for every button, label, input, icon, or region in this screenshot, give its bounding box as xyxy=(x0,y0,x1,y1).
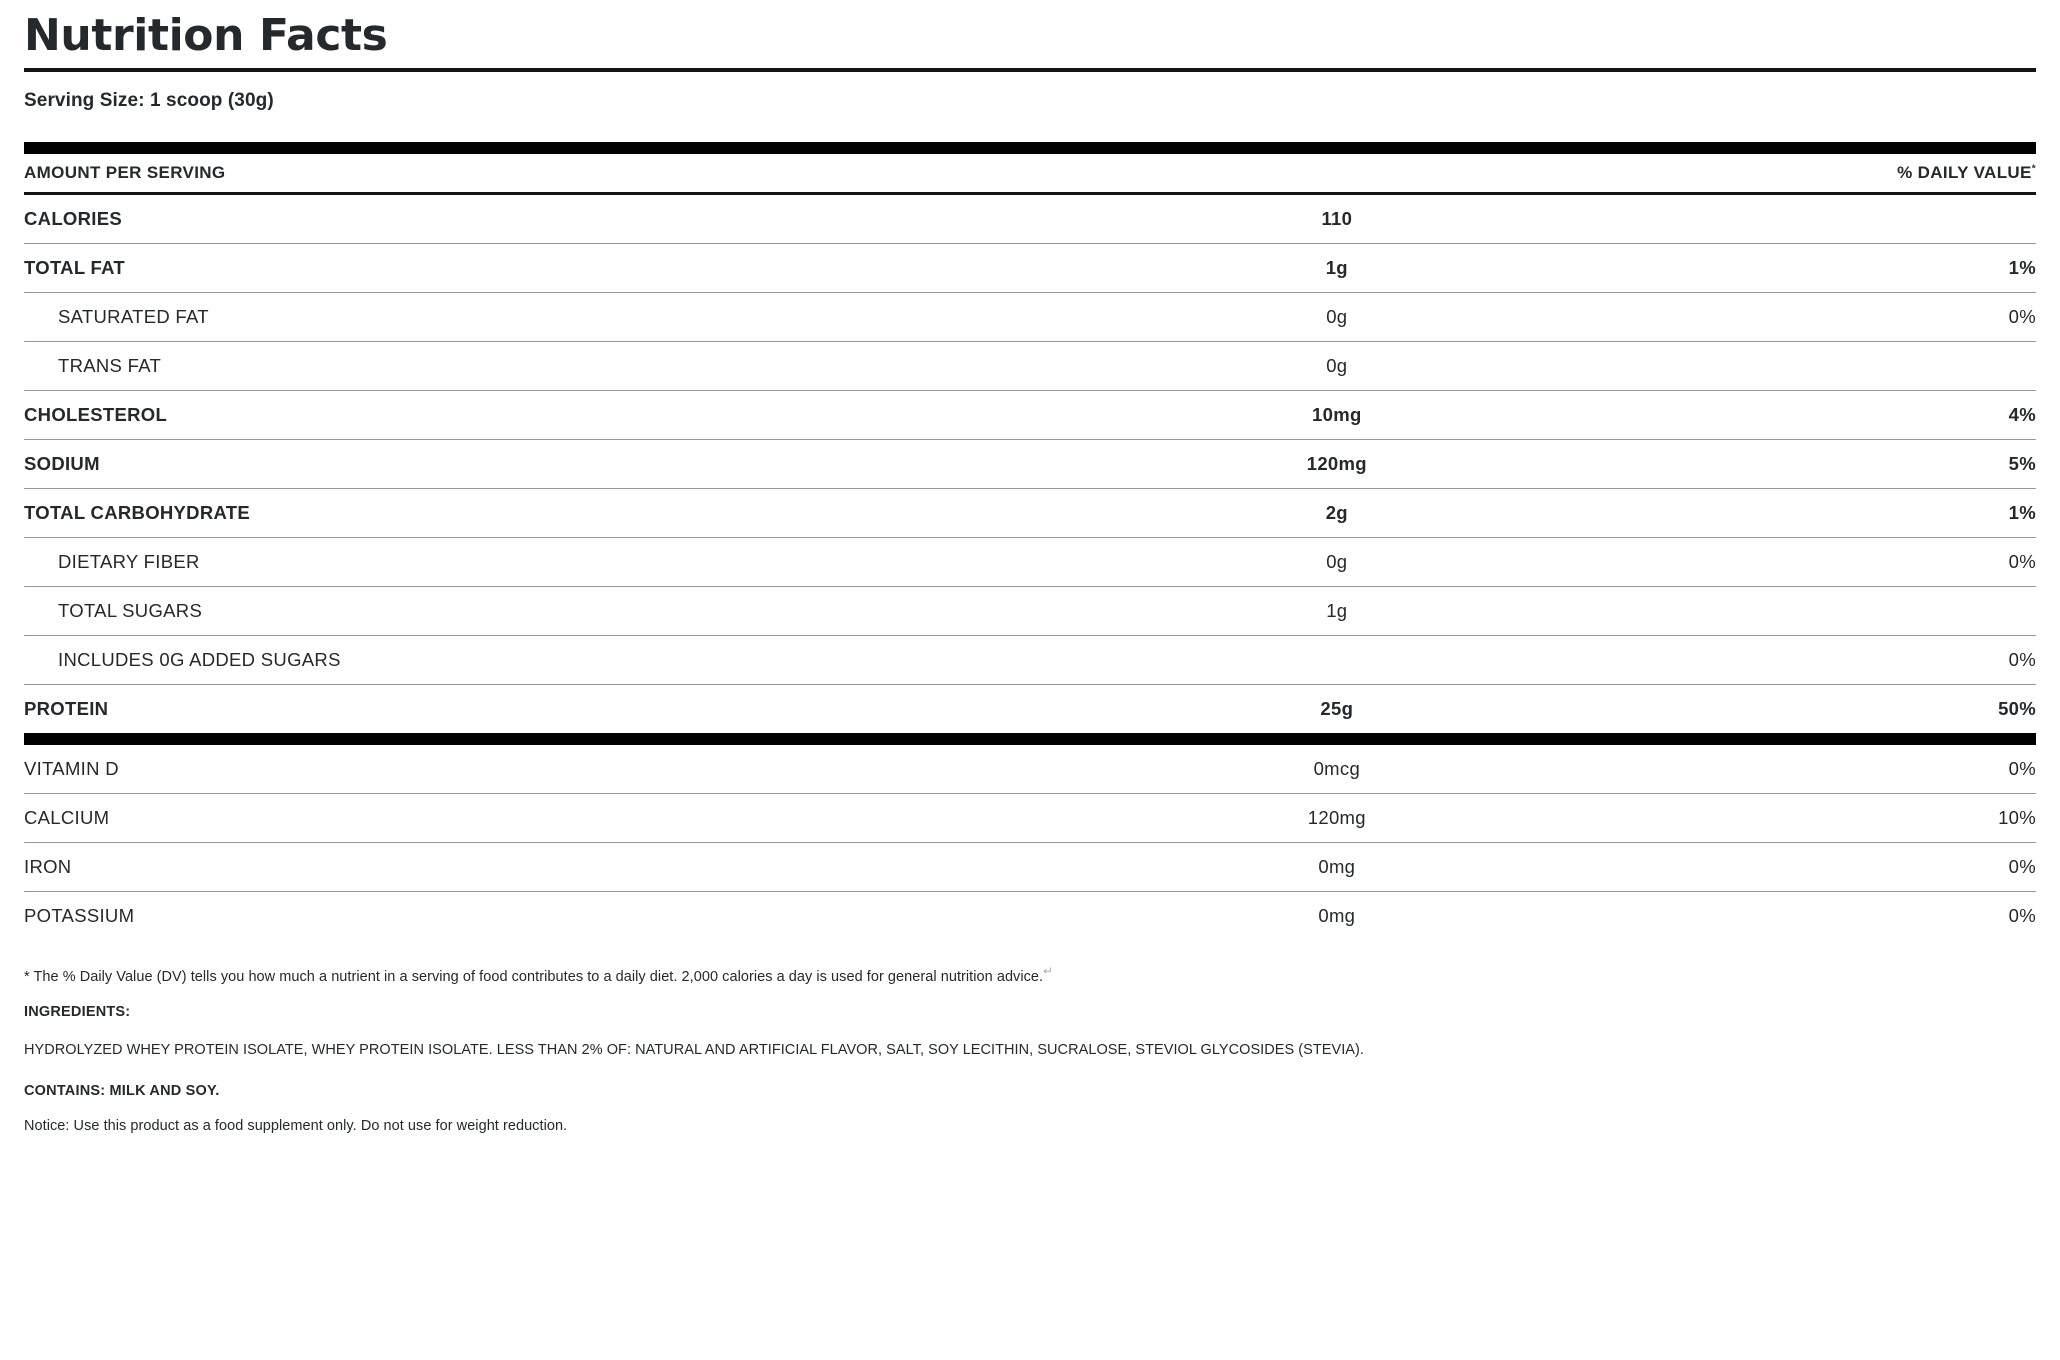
header-daily-value: % DAILY VALUE* xyxy=(1654,154,2036,192)
nutrient-daily-value: 0% xyxy=(1653,537,2036,587)
table-header-row: AMOUNT PER SERVING % DAILY VALUE* xyxy=(24,154,2036,192)
nutrient-daily-value xyxy=(1653,341,2036,391)
header-underline xyxy=(24,191,2036,195)
header-daily-value-label: % DAILY VALUE xyxy=(1897,162,2032,182)
table-row: INCLUDES 0G ADDED SUGARS 0% xyxy=(24,635,2036,685)
heavy-black-divider xyxy=(24,141,2036,154)
table-row: TRANS FAT 0g xyxy=(24,341,2036,391)
nutrient-name: SATURATED FAT xyxy=(24,292,1020,342)
protein-divider xyxy=(24,732,2036,745)
nutrient-daily-value xyxy=(1653,586,2036,636)
title-divider xyxy=(24,67,2036,72)
page-title: Nutrition Facts xyxy=(24,10,388,61)
micronutrient-daily-value: 0% xyxy=(1653,744,2036,794)
daily-value-asterisk: * xyxy=(2031,163,2036,175)
table-row: PROTEIN 25g 50% xyxy=(24,684,2036,733)
nutrient-name: INCLUDES 0G ADDED SUGARS xyxy=(24,635,1020,685)
nutrient-amount: 25g xyxy=(1320,697,1354,719)
nutrient-daily-value: 1% xyxy=(1653,488,2036,538)
micronutrient-amount: 0mcg xyxy=(1019,744,1654,794)
nutrient-daily-value: 4% xyxy=(1653,390,2036,440)
header-spacer xyxy=(1020,154,1654,192)
table-row: CALORIES 110 xyxy=(24,194,2036,244)
nutrient-daily-value: 5% xyxy=(1653,439,2036,489)
table-row: TOTAL CARBOHYDRATE 2g 1% xyxy=(24,488,2036,538)
nutrient-name: CHOLESTEROL xyxy=(24,390,1020,440)
nutrient-amount: 10mg xyxy=(1019,390,1654,440)
micronutrient-name: CALCIUM xyxy=(24,793,1020,843)
table-row: CHOLESTEROL 10mg 4% xyxy=(24,390,2036,440)
ingredients-heading: INGREDIENTS: xyxy=(24,1004,131,1021)
table-row: IRON 0mg 0% xyxy=(24,842,2036,892)
nutrient-name: TOTAL SUGARS xyxy=(24,586,1020,636)
micronutrient-name: IRON xyxy=(24,842,1020,892)
nutrient-amount: 0g xyxy=(1019,537,1654,587)
table-row: DIETARY FIBER 0g 0% xyxy=(24,537,2036,587)
product-notice: Notice: Use this product as a food suppl… xyxy=(24,1118,568,1135)
return-symbol-icon: ↵ xyxy=(1043,963,1054,978)
nutrition-facts-label: Nutrition Facts Serving Size: 1 scoop (3… xyxy=(24,0,2036,1135)
nutrient-name: PROTEIN xyxy=(24,697,109,719)
table-row: SATURATED FAT 0g 0% xyxy=(24,292,2036,342)
nutrient-name: TRANS FAT xyxy=(24,341,1020,391)
nutrient-name: SODIUM xyxy=(24,439,1020,489)
nutrient-daily-value: 0% xyxy=(1653,292,2036,342)
nutrient-daily-value xyxy=(1653,194,2036,244)
nutrient-amount xyxy=(1019,635,1654,685)
nutrient-amount: 1g xyxy=(1019,243,1654,293)
table-row: TOTAL SUGARS 1g xyxy=(24,586,2036,636)
nutrient-name: TOTAL FAT xyxy=(24,243,1020,293)
micronutrient-amount: 0mg xyxy=(1019,842,1654,892)
nutrient-name: CALORIES xyxy=(24,194,1020,244)
daily-value-footnote: * The % Daily Value (DV) tells you how m… xyxy=(24,940,2036,989)
table-row: SODIUM 120mg 5% xyxy=(24,439,2036,489)
nutrient-name: TOTAL CARBOHYDRATE xyxy=(24,488,1020,538)
table-row: POTASSIUM 0mg 0% xyxy=(24,891,2036,940)
nutrient-name: DIETARY FIBER xyxy=(24,537,1020,587)
nutrient-amount: 1g xyxy=(1019,586,1654,636)
header-amount-per-serving: AMOUNT PER SERVING xyxy=(24,162,226,182)
serving-size-text: Serving Size: 1 scoop (30g) xyxy=(24,89,274,111)
micronutrient-amount: 0mg xyxy=(1318,904,1356,926)
nutrition-main-rows: CALORIES 110 TOTAL FAT 1g 1% SATURATED FAT 0g 0… xyxy=(24,194,2036,733)
micronutrient-name: VITAMIN D xyxy=(24,744,1020,794)
nutrient-amount: 2g xyxy=(1019,488,1654,538)
nutrient-daily-value: 1% xyxy=(1653,243,2036,293)
table-row: CALCIUM 120mg 10% xyxy=(24,793,2036,843)
table-row: VITAMIN D 0mcg 0% xyxy=(24,744,2036,794)
nutrient-amount: 0g xyxy=(1019,341,1654,391)
table-row: TOTAL FAT 1g 1% xyxy=(24,243,2036,293)
micronutrient-amount: 120mg xyxy=(1019,793,1654,843)
ingredients-body: HYDROLYZED WHEY PROTEIN ISOLATE, WHEY PR… xyxy=(24,1042,1364,1059)
nutrient-amount: 110 xyxy=(1019,194,1654,244)
micronutrient-rows: VITAMIN D 0mcg 0% CALCIUM 120mg 10% IRON 0mg 0% P… xyxy=(24,744,2036,940)
nutrient-daily-value: 50% xyxy=(1998,697,2036,719)
micronutrient-daily-value: 0% xyxy=(1653,842,2036,892)
nutrition-table: AMOUNT PER SERVING % DAILY VALUE* xyxy=(24,154,2036,192)
contains-allergens: CONTAINS: MILK AND SOY. xyxy=(24,1083,220,1100)
micronutrient-name: POTASSIUM xyxy=(24,904,135,926)
micronutrient-daily-value: 10% xyxy=(1653,793,2036,843)
spacer xyxy=(24,116,2036,142)
nutrient-amount: 0g xyxy=(1019,292,1654,342)
nutrient-daily-value: 0% xyxy=(1653,635,2036,685)
title-block: Nutrition Facts xyxy=(24,0,2036,68)
micronutrient-daily-value: 0% xyxy=(2008,904,2036,926)
daily-value-footnote-text: * The % Daily Value (DV) tells you how m… xyxy=(24,968,1044,985)
nutrient-amount: 120mg xyxy=(1019,439,1654,489)
